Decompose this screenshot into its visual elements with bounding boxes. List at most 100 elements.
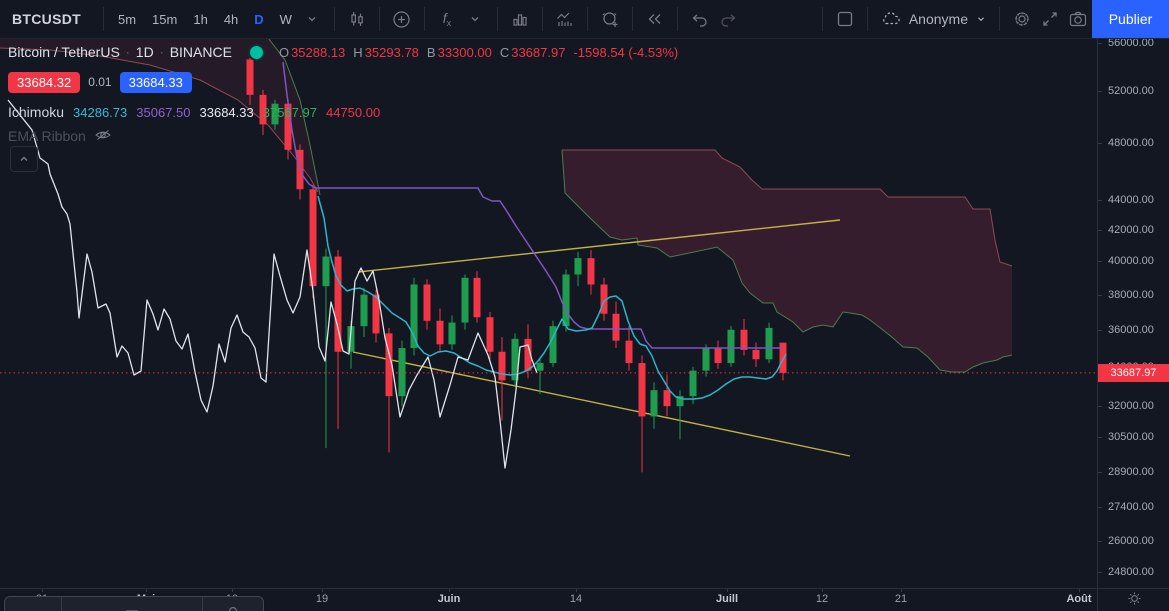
candle-body — [372, 294, 380, 334]
user-menu[interactable]: Anonyme — [876, 10, 991, 29]
candle-body — [574, 258, 582, 275]
candle-body — [549, 326, 557, 364]
alert-add-icon[interactable] — [596, 5, 624, 33]
candle-body — [638, 363, 646, 417]
time-tick-mark — [576, 589, 577, 592]
candle-body — [246, 59, 254, 95]
time-tick-mark — [822, 589, 823, 592]
popup-range-segment[interactable] — [62, 597, 202, 611]
compare-add-icon[interactable] — [388, 5, 416, 33]
exchange-label: BINANCE — [169, 44, 232, 60]
candle-body — [259, 94, 267, 125]
axis-corner-cell — [1097, 588, 1169, 611]
price-axis[interactable]: 56000.00 52000.00 48000.00 44000.00 42000.00… — [1097, 37, 1169, 588]
price-tick-mark — [1098, 294, 1102, 296]
candle-body — [436, 320, 444, 345]
price-tick-label: 30500.00 — [1108, 431, 1154, 444]
price-tick-mark — [1098, 261, 1102, 263]
timeframe-switcher: 5m 15m 1h 4h D W — [112, 12, 298, 27]
toolbar-separator — [333, 7, 335, 31]
replay-rewind-icon[interactable] — [641, 5, 669, 33]
toolbar-separator — [631, 7, 633, 31]
candle-body — [587, 258, 595, 285]
settings-gear-icon[interactable] — [1008, 5, 1036, 33]
chart-style-candles-icon[interactable] — [343, 5, 371, 33]
candle-body — [385, 333, 393, 397]
ichimoku-cloud[interactable] — [562, 150, 1012, 372]
popup-right-segment[interactable] — [202, 597, 263, 611]
chikou-line — [7, 99, 538, 469]
candle-body — [461, 277, 469, 323]
layout-select-icon[interactable] — [831, 5, 859, 33]
tenkan-line — [317, 195, 787, 400]
candle-body — [702, 348, 710, 371]
indicator-name: Ichimoku — [8, 104, 65, 120]
timeframe-dropdown-chevron-icon[interactable] — [298, 5, 326, 33]
candle-body — [663, 390, 671, 407]
price-tick-label: 36000.00 — [1108, 323, 1154, 336]
price-tick-mark — [1098, 91, 1102, 93]
timeframe-W[interactable]: W — [279, 11, 292, 27]
market-status-dot[interactable] — [247, 43, 265, 61]
time-tick-mark — [232, 589, 233, 592]
ohlc-item: C 33687.97 — [499, 44, 566, 60]
user-menu-chevron-icon — [978, 17, 984, 22]
redo-icon[interactable] — [714, 5, 742, 33]
time-tick-mark — [42, 589, 43, 592]
candle-body — [765, 327, 773, 360]
price-tick-label: 52000.00 — [1108, 85, 1154, 98]
ohlc-values: O 35288.13 H 35293.78 B 33300.00 C 33687.97 — [279, 45, 566, 60]
eye-hidden-icon[interactable] — [94, 128, 112, 145]
price-tick-mark — [1098, 540, 1102, 542]
price-tick-mark — [1098, 199, 1102, 201]
candle-body — [562, 274, 570, 327]
ema-ribbon-legend-row[interactable]: EMA Ribbon — [8, 127, 678, 145]
symbol-legend-row[interactable]: Bitcoin / TetherUS · 1D · BINANCE O 35288… — [8, 43, 679, 61]
indicators-fx-icon[interactable]: fx — [442, 10, 452, 28]
bottom-toolbar-popup[interactable] — [4, 596, 264, 611]
price-tick-label: 28900.00 — [1108, 466, 1154, 479]
popup-left-segment[interactable] — [5, 597, 62, 611]
indicator-templates-icon[interactable] — [506, 5, 534, 33]
price-tick-label: 32000.00 — [1108, 400, 1154, 413]
timeframe-D[interactable]: D — [254, 11, 264, 27]
timeframe-15m[interactable]: 15m — [152, 11, 178, 27]
toolbar-right-group: Anonyme P — [814, 0, 1169, 38]
fullscreen-icon[interactable] — [1036, 5, 1064, 33]
trendline-ascending[interactable] — [357, 219, 841, 273]
snapshot-camera-icon[interactable] — [1064, 5, 1092, 33]
publish-button[interactable]: Publier — [1092, 0, 1169, 38]
candle-body — [347, 326, 355, 352]
ichimoku-values: 34286.73 35067.50 33684.33 37567.97 44750.00 — [73, 105, 380, 120]
fundamentals-chart-icon[interactable] — [551, 5, 579, 33]
symbol-button[interactable]: BTCUSDT — [12, 11, 81, 27]
timeframe-4h[interactable]: 4h — [223, 11, 239, 27]
price-chart[interactable] — [0, 0, 1097, 588]
ohlc-item: H 35293.78 — [353, 44, 419, 60]
sell-price-button[interactable]: 33684.32 — [8, 71, 81, 93]
candle-body — [296, 149, 304, 190]
candle-body — [676, 396, 684, 407]
trendline-descending[interactable] — [352, 351, 851, 457]
time-tick-label: Août — [1066, 593, 1092, 605]
candle-body — [398, 348, 406, 397]
price-tick-label: 48000.00 — [1108, 137, 1154, 150]
legend-collapse-button[interactable] — [10, 146, 38, 172]
timeframe-1h[interactable]: 1h — [193, 11, 208, 27]
price-tick-label: 40000.00 — [1108, 255, 1154, 268]
ichimoku-legend-row[interactable]: Ichimoku 34286.73 35067.50 33684.33 37567.9… — [8, 103, 678, 121]
indicators-dropdown-chevron-icon[interactable] — [461, 5, 489, 33]
toolbar-separator — [378, 7, 380, 31]
candle-body — [423, 284, 431, 321]
buy-price-button[interactable]: 33684.33 — [119, 71, 192, 93]
candle-body — [271, 103, 279, 125]
price-tick-label: 56000.00 — [1108, 37, 1154, 49]
user-name-label: Anonyme — [908, 11, 968, 27]
undo-icon[interactable] — [686, 5, 714, 33]
toolbar-separator — [999, 7, 1000, 31]
price-tick-label: 26000.00 — [1108, 534, 1154, 547]
theme-sun-icon[interactable] — [1127, 591, 1142, 611]
timeframe-5m[interactable]: 5m — [117, 11, 137, 27]
senkou-a-line — [561, 149, 1013, 373]
